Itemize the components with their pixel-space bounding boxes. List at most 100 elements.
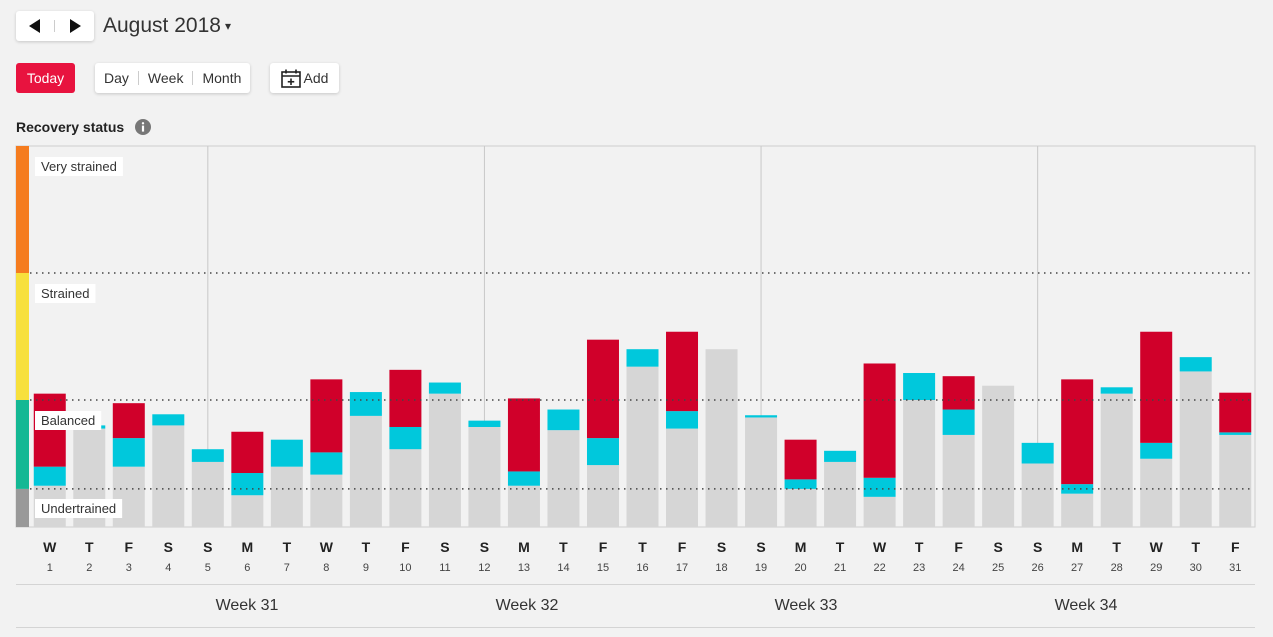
weekday-label: S — [1033, 539, 1042, 555]
add-label: Add — [303, 70, 329, 86]
zone-band — [16, 488, 29, 527]
bar-base — [1179, 371, 1212, 527]
date-label: 25 — [992, 562, 1004, 574]
bar-recovery — [1219, 432, 1252, 435]
date-navigator — [16, 11, 94, 41]
navigator-divider — [54, 20, 55, 32]
week-row-top-border — [16, 584, 1255, 585]
bar-recovery — [33, 466, 66, 486]
add-button[interactable]: Add — [270, 63, 339, 93]
bar-strain — [33, 393, 66, 467]
bar-strain — [310, 379, 343, 453]
zone-band — [16, 273, 29, 400]
date-label: 26 — [1032, 562, 1044, 574]
bar-recovery — [666, 411, 699, 429]
weekday-label: F — [599, 539, 608, 555]
weekday-label: M — [1071, 539, 1083, 555]
bar-recovery — [152, 414, 185, 426]
week-label: Week 34 — [1054, 597, 1118, 614]
date-label: 19 — [755, 562, 767, 574]
date-label: 7 — [284, 562, 290, 574]
section-title: Recovery status — [16, 119, 125, 135]
today-button[interactable]: Today — [16, 63, 75, 93]
date-label: 4 — [165, 562, 171, 574]
view-day-button[interactable]: Day — [104, 70, 129, 86]
bar-recovery — [547, 409, 580, 431]
weekday-label: T — [1112, 539, 1121, 555]
bar-base — [310, 474, 343, 527]
date-label: 27 — [1071, 562, 1083, 574]
view-switcher: Day Week Month — [95, 63, 250, 93]
recovery-status-chart: Undertrained Balanced Strained Very straine… — [15, 145, 1256, 574]
weekday-label: S — [164, 539, 173, 555]
zone-label-box — [35, 499, 123, 518]
bar-base — [349, 415, 382, 527]
triangle-left-icon — [29, 19, 40, 33]
bar-strain — [1061, 379, 1094, 485]
bar-base — [824, 461, 857, 527]
weekday-label: S — [717, 539, 726, 555]
bar-strain — [784, 439, 817, 480]
bar-strain — [1219, 392, 1252, 433]
bar-base — [903, 400, 936, 527]
date-label: 13 — [518, 562, 530, 574]
month-selector[interactable]: August 2018 ▾ — [103, 14, 231, 38]
date-label: 28 — [1111, 562, 1123, 574]
bars-layer — [33, 331, 1252, 527]
bar-recovery — [586, 438, 619, 466]
zone-label: Very strained — [35, 157, 123, 176]
bar-strain — [231, 431, 264, 474]
previous-month-button[interactable] — [16, 11, 54, 41]
date-label: 14 — [557, 562, 569, 574]
date-label: 29 — [1150, 562, 1162, 574]
zone-label-text: Undertrained — [41, 501, 116, 516]
date-label: 20 — [794, 562, 806, 574]
view-week-button[interactable]: Week — [137, 71, 193, 85]
date-label: 3 — [126, 562, 132, 574]
bar-base — [666, 428, 699, 527]
bar-recovery — [863, 477, 896, 497]
bar-strain — [1140, 331, 1173, 443]
weekday-label: S — [993, 539, 1002, 555]
month-title: August 2018 — [103, 14, 221, 37]
bar-strain — [112, 403, 145, 439]
date-label: 24 — [953, 562, 965, 574]
zone-label-box — [35, 284, 96, 303]
weekday-label: W — [43, 539, 57, 555]
zone-label: Balanced — [35, 411, 102, 430]
week-row-bottom-border — [16, 627, 1255, 628]
date-label: 6 — [244, 562, 250, 574]
week-label: Week 33 — [774, 597, 838, 614]
bar-recovery — [468, 420, 501, 427]
bar-recovery — [1061, 484, 1094, 494]
bar-strain — [942, 376, 975, 410]
bar-strain — [389, 369, 422, 427]
bar-recovery — [745, 415, 778, 418]
bar-recovery — [903, 373, 936, 400]
bar-recovery — [784, 479, 817, 489]
next-month-button[interactable] — [56, 11, 94, 41]
date-label: 15 — [597, 562, 609, 574]
bar-base — [389, 449, 422, 527]
view-month-button[interactable]: Month — [192, 71, 250, 85]
bar-recovery — [1179, 357, 1212, 372]
bar-recovery — [389, 426, 422, 450]
bar-base — [1140, 458, 1173, 527]
bar-base — [982, 385, 1015, 527]
bar-base — [152, 425, 185, 527]
zone-labels: Undertrained Balanced Strained Very straine… — [35, 157, 123, 518]
bar-base — [507, 485, 540, 527]
info-icon[interactable] — [135, 119, 151, 135]
caret-down-icon: ▾ — [224, 19, 231, 34]
weekday-label: W — [873, 539, 887, 555]
weekday-label: S — [440, 539, 449, 555]
bar-recovery — [349, 392, 382, 416]
bar-base — [745, 417, 778, 527]
bar-strain — [586, 339, 619, 439]
bar-base — [1021, 463, 1054, 527]
weekday-label: S — [480, 539, 489, 555]
weekday-label: T — [559, 539, 568, 555]
bar-recovery — [626, 349, 659, 367]
zone-label-box — [35, 157, 123, 176]
bar-recovery — [824, 450, 857, 462]
